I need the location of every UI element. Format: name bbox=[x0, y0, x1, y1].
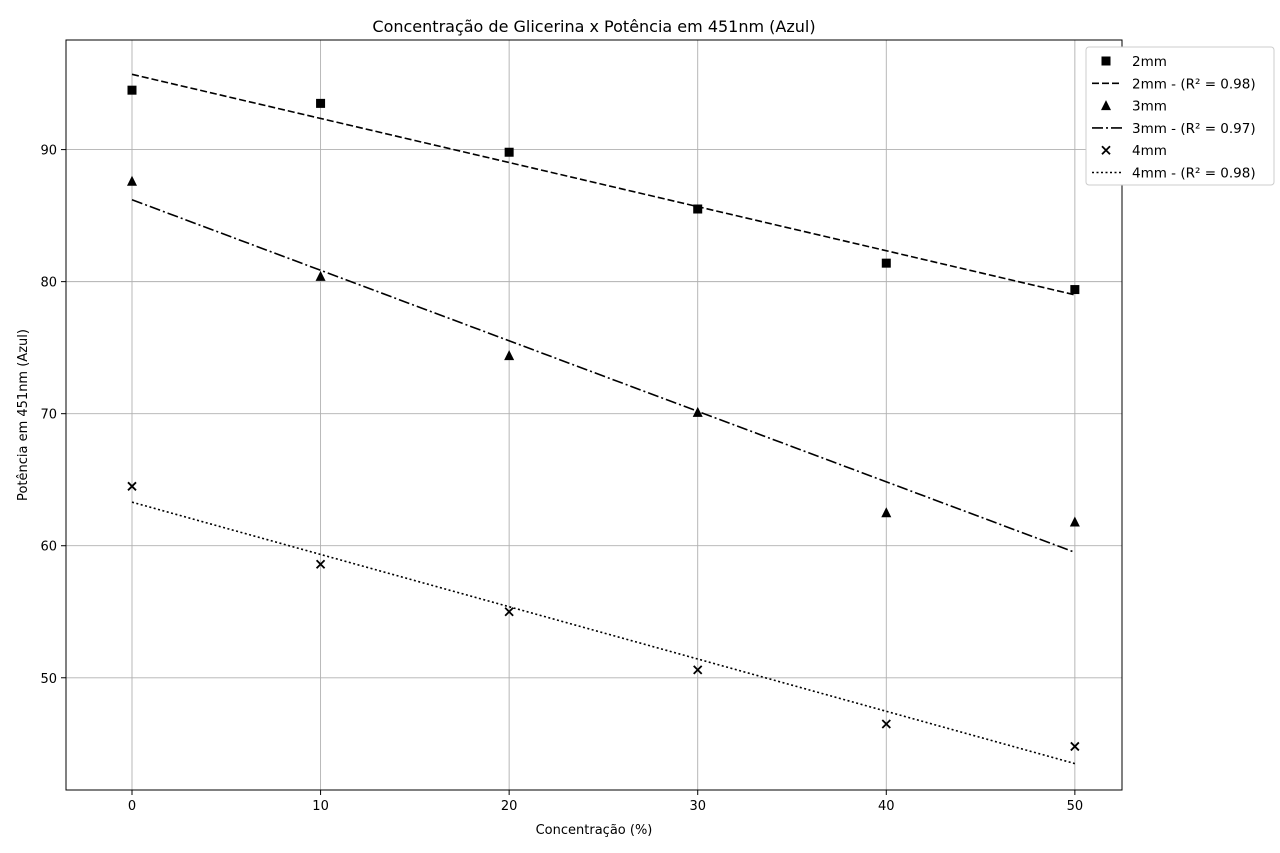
data-point-2mm bbox=[127, 85, 137, 95]
trend-line-2mm bbox=[131, 73, 1076, 296]
data-point-3mm bbox=[1069, 516, 1080, 527]
x-tick-label: 30 bbox=[689, 799, 706, 814]
data-point-2mm bbox=[1070, 285, 1080, 295]
y-tick-label: 90 bbox=[40, 144, 57, 159]
data-point-2mm bbox=[504, 147, 514, 157]
legend-marker-3mm bbox=[1101, 100, 1111, 111]
x-axis: 0 10 20 30 40 50 bbox=[128, 790, 1083, 814]
x-tick-label: 50 bbox=[1067, 799, 1084, 814]
data-point-3mm bbox=[881, 507, 892, 518]
x-tick-label: 20 bbox=[501, 799, 518, 814]
legend-label: 4mm - (R² = 0.98) bbox=[1132, 166, 1256, 182]
legend-marker-4mm bbox=[1101, 145, 1111, 155]
data-points bbox=[127, 85, 1080, 752]
data-point-4mm bbox=[504, 607, 514, 617]
data-point-3mm bbox=[692, 406, 703, 417]
data-point-3mm bbox=[504, 350, 515, 361]
legend-label: 3mm - (R² = 0.97) bbox=[1132, 121, 1256, 137]
data-point-2mm bbox=[316, 98, 326, 108]
legend-label: 2mm - (R² = 0.98) bbox=[1132, 76, 1256, 92]
chart-title: Concentração de Glicerina x Potência em … bbox=[372, 17, 815, 36]
data-point-4mm bbox=[127, 481, 137, 491]
data-point-4mm bbox=[693, 665, 703, 675]
data-point-4mm bbox=[881, 719, 891, 729]
y-tick-label: 50 bbox=[40, 672, 57, 687]
data-point-3mm bbox=[127, 175, 137, 186]
data-point-2mm bbox=[693, 204, 703, 214]
y-axis-label: Potência em 451nm (Azul) bbox=[16, 329, 31, 501]
x-tick-label: 10 bbox=[312, 799, 329, 814]
y-tick-label: 60 bbox=[40, 540, 57, 555]
plot-frame bbox=[65, 39, 1123, 791]
data-point-4mm bbox=[315, 559, 326, 569]
legend: 2mm 2mm - (R² = 0.98) 3mm 3mm - (R² = 0.97)… bbox=[1085, 46, 1275, 186]
x-axis-label: Concentração (%) bbox=[536, 823, 653, 838]
y-axis: 50 60 70 80 90 bbox=[40, 144, 66, 687]
y-tick-label: 80 bbox=[40, 276, 57, 291]
x-tick-label: 0 bbox=[128, 799, 136, 814]
data-point-3mm bbox=[315, 270, 326, 281]
data-point-2mm bbox=[881, 258, 891, 268]
legend-label: 4mm bbox=[1132, 143, 1167, 159]
legend-label: 2mm bbox=[1132, 54, 1167, 70]
legend-label: 3mm bbox=[1132, 99, 1167, 115]
grid bbox=[66, 40, 1122, 790]
y-tick-label: 70 bbox=[40, 408, 57, 423]
x-tick-label: 40 bbox=[878, 799, 895, 814]
trend-lines bbox=[131, 73, 1076, 765]
trend-line-3mm bbox=[131, 199, 1076, 554]
legend-marker-2mm bbox=[1101, 56, 1111, 66]
data-point-4mm bbox=[1070, 741, 1080, 752]
trend-line-4mm bbox=[131, 501, 1076, 765]
legend-box bbox=[1085, 46, 1275, 186]
